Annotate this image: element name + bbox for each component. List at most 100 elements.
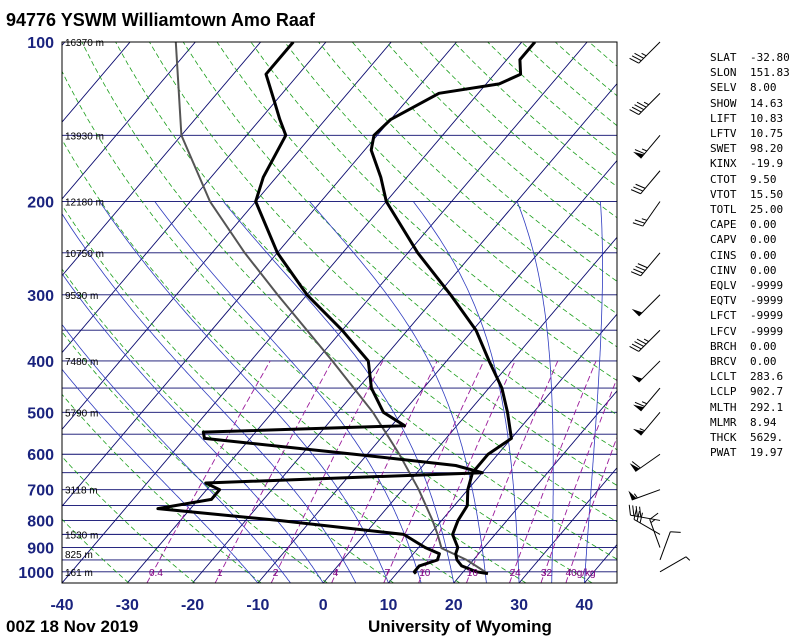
- wind-barb-full: [634, 401, 645, 407]
- dry-adiabat-line: [284, 42, 617, 348]
- index-key: SWET: [710, 142, 737, 156]
- wind-barb-full: [634, 52, 644, 59]
- mixing-ratio-label: 24: [510, 568, 522, 579]
- index-row: MLMR 8.94: [710, 415, 790, 430]
- wind-barb: [659, 531, 681, 561]
- index-key: VTOT: [710, 187, 737, 201]
- index-key: TOTL: [710, 203, 737, 217]
- height-label: 825 m: [65, 550, 93, 561]
- dry-adiabat-line: [62, 456, 196, 583]
- index-value: 8.00: [750, 81, 777, 95]
- wind-barb: [631, 294, 661, 317]
- moist-adiabat-line: [309, 201, 487, 583]
- wind-barb-staff: [659, 531, 671, 561]
- wind-barb-flag: [633, 428, 644, 436]
- wind-barb-full: [630, 271, 641, 277]
- index-value: 0.00: [750, 218, 777, 232]
- temperature-label: -20: [181, 597, 204, 614]
- wind-barb-full: [670, 531, 681, 533]
- isotherm-line: [453, 390, 617, 583]
- moist-adiabat-line: [62, 213, 357, 583]
- wind-barb: [629, 329, 661, 352]
- index-value: -9999: [750, 279, 784, 293]
- index-row: VTOT 15.50: [710, 187, 790, 202]
- wind-barb-full: [629, 346, 640, 352]
- mixing-ratio-line: [146, 360, 271, 583]
- index-value: 8.94: [750, 415, 777, 429]
- index-key: LFCV: [710, 324, 737, 338]
- moist-adiabat-line: [154, 201, 422, 583]
- index-row: PWAT 19.97: [710, 445, 790, 460]
- index-row: BRCV 0.00: [710, 354, 790, 369]
- mixing-ratio-line: [270, 360, 384, 583]
- index-value: 0.00: [750, 339, 777, 353]
- wind-barb-full: [633, 268, 644, 274]
- index-value: 10.83: [750, 111, 784, 125]
- wind-barb: [633, 411, 661, 436]
- wind-barb-staff: [649, 519, 661, 548]
- temperature-label: 40: [576, 597, 594, 614]
- index-row: EQLV -9999: [710, 278, 790, 293]
- wind-barb-full: [635, 506, 638, 517]
- index-key: CAPV: [710, 233, 737, 247]
- isotherm-line: [62, 42, 66, 46]
- wind-barb-full: [631, 343, 642, 350]
- wind-barb-full: [629, 57, 640, 64]
- dry-adiabat-line: [62, 268, 394, 583]
- pressure-label: 200: [27, 194, 54, 211]
- index-row: BRCH 0.00: [710, 339, 790, 354]
- mixing-ratio-label: 2: [273, 568, 279, 579]
- index-value: -9999: [750, 294, 784, 308]
- isotherm-line: [62, 42, 262, 277]
- mixing-ratio-label: 0.4: [149, 568, 163, 579]
- wind-barb-full: [636, 101, 647, 108]
- mixing-ratio-line: [331, 360, 438, 583]
- isotherm-line: [126, 42, 588, 583]
- temperature-label: -10: [246, 597, 269, 614]
- height-label: 10750 m: [65, 249, 104, 260]
- index-key: EQTV: [710, 294, 737, 308]
- wind-barb-staff: [638, 92, 661, 115]
- temperature-label: 30: [510, 597, 528, 614]
- height-label: 1530 m: [65, 530, 98, 541]
- wind-barb-full: [633, 186, 644, 192]
- isotherm-line: [192, 82, 617, 583]
- wind-barb-full: [634, 219, 645, 224]
- wind-barb: [633, 509, 661, 535]
- mixing-ratio-label: 4: [333, 568, 339, 579]
- moist-adiabat-line: [62, 272, 324, 583]
- wind-barb: [659, 556, 691, 573]
- wind-barb-flag: [633, 151, 644, 159]
- wind-barb-half: [643, 101, 649, 106]
- pressure-label: 400: [27, 354, 54, 371]
- index-row: CAPE 0.00: [710, 217, 790, 232]
- wind-barb-flag: [628, 490, 637, 500]
- pressure-label: 500: [27, 405, 54, 422]
- parcel-line: [174, 42, 489, 575]
- wind-barb: [628, 504, 661, 521]
- index-key: SELV: [710, 81, 737, 95]
- index-key: KINX: [710, 157, 737, 171]
- index-key: LIFT: [710, 111, 737, 125]
- index-key: CTOT: [710, 172, 737, 186]
- isotherm-line: [322, 236, 617, 583]
- index-value: 10.75: [750, 127, 784, 141]
- dry-adiabat-line: [182, 42, 617, 451]
- wind-barb-full: [632, 505, 635, 516]
- wind-barb-half: [641, 148, 648, 152]
- index-value: 0.00: [750, 248, 777, 262]
- wind-barb-full: [631, 461, 641, 469]
- wind-barb-flag: [631, 375, 643, 383]
- wind-barb-full: [628, 504, 631, 516]
- mixing-ratio-label: 16: [467, 568, 479, 579]
- index-key: EQLV: [710, 279, 737, 293]
- index-row: SELV 8.00: [710, 80, 790, 95]
- index-value: -32.80: [750, 51, 790, 64]
- mixing-ratio-line: [565, 435, 617, 583]
- wind-barb-half: [643, 338, 649, 342]
- temperature-label: 0: [319, 597, 328, 614]
- mixing-ratio-line: [383, 360, 485, 583]
- wind-barb: [629, 41, 661, 64]
- dry-adiabat-line: [250, 42, 617, 382]
